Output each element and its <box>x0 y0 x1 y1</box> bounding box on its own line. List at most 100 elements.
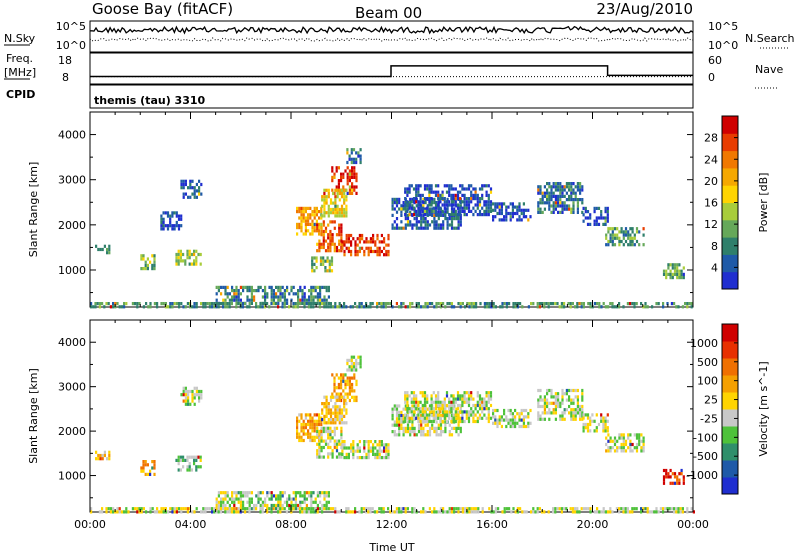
echo-cell <box>248 497 251 501</box>
echo-cell <box>662 510 665 514</box>
echo-cell <box>412 187 416 191</box>
echo-cell <box>327 242 330 246</box>
echo-cell <box>415 397 418 401</box>
echo-cell <box>340 229 343 234</box>
echo-cell <box>193 249 196 253</box>
echo-cell <box>326 256 329 260</box>
echo-cell <box>446 217 449 221</box>
echo-cell <box>446 210 449 214</box>
echo-cell <box>434 213 438 217</box>
colorbar-segment <box>722 167 738 186</box>
echo-cell <box>340 386 343 390</box>
echo-cell <box>222 285 225 289</box>
echo-cell <box>400 410 403 414</box>
echo-cell <box>329 207 333 212</box>
echo-cell <box>195 458 198 462</box>
echo-cell <box>347 240 350 244</box>
echo-cell <box>579 408 582 412</box>
echo-cell <box>548 204 551 208</box>
echo-cell <box>200 192 203 196</box>
echo-cell <box>350 249 353 254</box>
echo-cell <box>568 204 571 208</box>
echo-cell <box>272 302 275 306</box>
x-tick-label: 20:00 <box>577 518 609 531</box>
echo-cell <box>300 219 303 223</box>
echo-cell <box>356 449 359 453</box>
echo-cell <box>333 175 336 179</box>
echo-cell <box>272 494 275 498</box>
echo-cell <box>554 198 557 202</box>
echo-cell <box>277 301 280 305</box>
echo-cell <box>662 481 666 485</box>
echo-cell <box>400 220 403 224</box>
echo-cell <box>197 465 200 469</box>
echo-cell <box>387 253 390 257</box>
echo-cell <box>552 210 555 214</box>
echo-cell <box>311 226 314 230</box>
echo-cell <box>270 285 273 289</box>
echo-cell <box>318 439 321 443</box>
echo-cell <box>376 302 379 306</box>
echo-cell <box>541 201 544 205</box>
echo-cell <box>516 218 519 222</box>
echo-cell <box>142 460 145 464</box>
echo-cell <box>541 194 544 198</box>
echo-cell <box>550 210 553 214</box>
echo-cell <box>475 302 478 306</box>
echo-cell <box>579 417 582 421</box>
echo-cell <box>338 305 341 309</box>
echo-cell <box>248 301 251 305</box>
echo-cell <box>286 285 289 289</box>
echo-cell <box>582 429 585 433</box>
echo-cell <box>350 365 353 369</box>
echo-cell <box>257 305 260 309</box>
echo-cell <box>439 200 442 204</box>
echo-cell <box>406 407 409 411</box>
echo-cell <box>522 415 525 419</box>
echo-cell <box>153 254 156 258</box>
echo-cell <box>322 233 325 237</box>
echo-cell <box>327 285 330 289</box>
echo-cell <box>389 510 392 514</box>
echo-cell <box>310 305 313 309</box>
echo-cell <box>235 491 238 495</box>
echo-cell <box>233 295 236 299</box>
echo-cell <box>177 262 180 266</box>
cpid-label: CPID <box>6 88 35 101</box>
echo-cell <box>546 191 549 195</box>
echo-cell <box>538 305 541 309</box>
echo-cell <box>352 355 356 359</box>
echo-cell <box>304 219 307 223</box>
echo-cell <box>334 204 337 208</box>
echo-cell <box>266 510 269 514</box>
echo-cell <box>315 419 318 423</box>
echo-cell <box>309 416 312 420</box>
echo-cell <box>439 407 442 411</box>
echo-cell <box>500 218 503 222</box>
echo-cell <box>443 197 446 201</box>
echo-cell <box>455 507 458 511</box>
echo-cell <box>324 239 328 243</box>
echo-cell <box>557 392 560 396</box>
echo-cell <box>580 305 583 309</box>
echo-cell <box>597 422 601 427</box>
echo-cell <box>302 422 305 427</box>
echo-cell <box>314 302 317 306</box>
echo-cell <box>415 209 418 213</box>
echo-cell <box>400 420 403 424</box>
echo-cell <box>419 197 422 201</box>
echo-cell <box>318 432 321 436</box>
echo-cell <box>421 394 424 398</box>
echo-cell <box>454 419 457 424</box>
echo-cell <box>144 260 147 264</box>
echo-cell <box>195 302 198 306</box>
echo-cell <box>485 391 488 395</box>
echo-cell <box>149 510 152 514</box>
echo-cell <box>422 204 425 208</box>
echo-cell <box>369 246 372 250</box>
echo-cell <box>198 189 201 193</box>
echo-cell <box>327 411 330 415</box>
echo-cell <box>338 452 341 456</box>
echo-cell <box>272 503 275 508</box>
echo-cell <box>532 510 535 514</box>
